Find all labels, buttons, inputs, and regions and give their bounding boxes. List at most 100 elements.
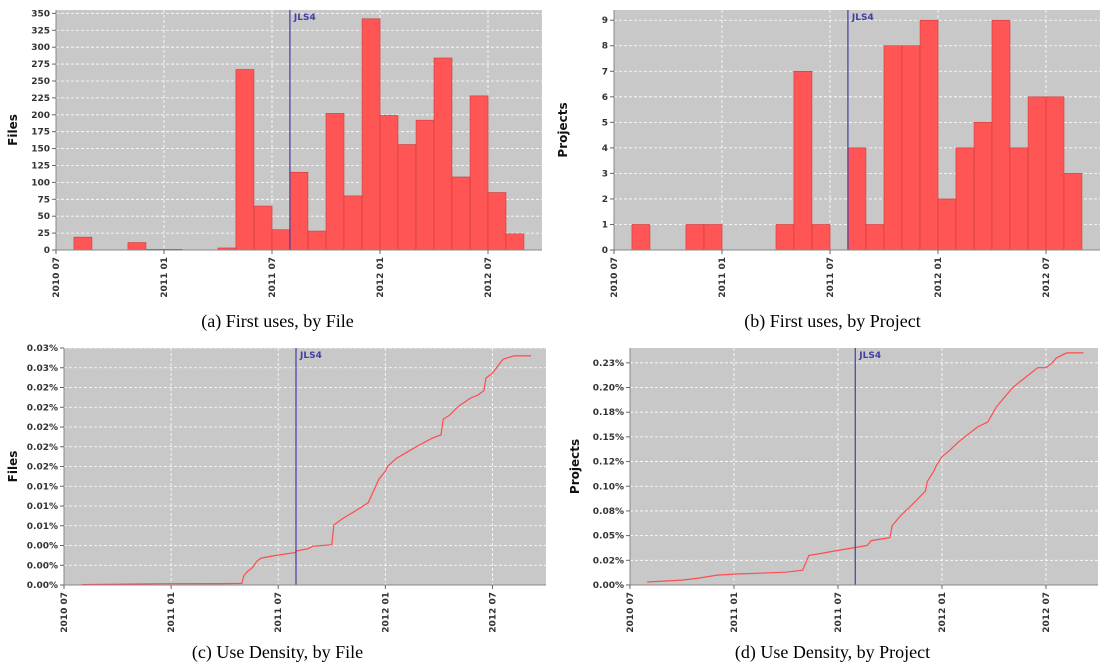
y-tick-label: 0.00%	[27, 542, 58, 552]
y-tick-label: 25	[37, 229, 50, 239]
y-tick-label: 0.03%	[27, 364, 58, 374]
bar	[811, 224, 831, 251]
bar	[379, 115, 399, 251]
y-tick-label: 9	[602, 16, 608, 26]
x-tick-label: 2010 07	[52, 257, 62, 298]
y-tick-label: 3	[602, 169, 608, 179]
bar	[127, 242, 147, 251]
bar	[793, 70, 813, 251]
x-tick-label: 2011 07	[834, 592, 844, 633]
x-tick-label: 2011 01	[160, 257, 170, 298]
x-tick-label: 2012 01	[376, 257, 386, 298]
bar	[901, 45, 921, 251]
y-axis-title: Files	[6, 451, 20, 483]
y-tick-label: 0	[602, 246, 608, 256]
caption-c: (c) Use Density, by File	[191, 642, 364, 662]
x-tick-label: 2012 07	[484, 257, 494, 298]
y-tick-label: 125	[31, 161, 50, 171]
y-tick-label: 0.20%	[593, 384, 624, 394]
y-tick-label: 6	[602, 93, 608, 103]
x-tick-label: 2011 01	[167, 592, 177, 633]
bar	[325, 113, 345, 251]
series-line	[81, 355, 531, 586]
x-tick-label: 2012 07	[488, 592, 498, 633]
bar	[469, 95, 489, 251]
y-tick-label: 0.02%	[27, 384, 58, 394]
marker-label: JLS4	[299, 351, 322, 361]
plot-background	[630, 348, 1098, 585]
bar	[1063, 173, 1083, 251]
y-tick-label: 0.05%	[593, 532, 624, 542]
chart-use-density-by-file: JLS4 0.00% 0.00% 0.00% 0.01% 0.01% 0.01% 0.02% 0…	[6, 344, 546, 633]
bar	[847, 147, 867, 251]
x-tick-label: 2011 07	[268, 257, 278, 298]
bar	[703, 224, 723, 251]
marker-label: JLS4	[293, 13, 316, 23]
bar	[451, 176, 471, 251]
y-tick-label: 50	[37, 212, 50, 222]
bar	[271, 229, 291, 251]
bar	[1045, 96, 1065, 251]
y-tick-label: 225	[31, 94, 50, 104]
y-tick-label: 0.03%	[27, 344, 58, 354]
x-tick-label: 2010 07	[60, 592, 70, 633]
x-tick-label: 2011 07	[826, 257, 836, 298]
x-tick-label: 2012 01	[938, 592, 948, 633]
caption-b: (b) First uses, by Project	[744, 311, 921, 331]
x-tick-label: 2010 07	[610, 257, 620, 298]
chart-first-uses-by-project: JLS4 0 1 2 3 4 5 6 7 8 9 2010 07 2011 01 2011 07 2012 …	[556, 10, 1100, 298]
y-tick-label: 0.00%	[27, 561, 58, 571]
bar	[937, 198, 957, 251]
y-tick-label: 0.01%	[27, 482, 58, 492]
marker-label: JLS4	[851, 13, 874, 23]
y-tick-label: 0.02%	[27, 463, 58, 473]
bar	[955, 147, 975, 251]
marker-label: JLS4	[858, 351, 881, 361]
y-axis-title: Files	[6, 114, 20, 146]
y-tick-label: 0.02%	[27, 423, 58, 433]
y-tick-label: 325	[31, 26, 50, 36]
bar	[631, 224, 651, 251]
y-tick-label: 200	[31, 111, 50, 121]
bar	[1009, 147, 1029, 251]
bar	[919, 19, 939, 251]
chart-use-density-by-project: JLS4 0.00% 0.02% 0.05% 0.08% 0.10% 0.12% 0.15% 0…	[568, 348, 1098, 633]
x-tick-label: 2010 07	[626, 592, 636, 633]
bar	[775, 224, 795, 251]
y-tick-label: 150	[31, 145, 50, 155]
y-tick-label: 4	[602, 144, 608, 154]
y-axis-title: Projects	[568, 439, 582, 494]
figure-b: JLS4 0 1 2 3 4 5 6 7 8 9 2010 07 2011 01 2011 07 2012 …	[555, 0, 1110, 334]
bar	[397, 144, 417, 251]
figure-c: JLS4 0.00% 0.00% 0.00% 0.01% 0.01% 0.01% 0.02% 0…	[0, 340, 555, 668]
y-tick-label: 0.01%	[27, 522, 58, 532]
bar	[289, 171, 309, 251]
chart-first-uses-by-file: JLS4 0 25 50 75 100 125 150 175 200 225 250 275 300 32…	[6, 9, 542, 298]
bar	[865, 224, 885, 251]
y-tick-label: 0.23%	[593, 359, 624, 369]
y-tick-label: 2	[602, 195, 608, 205]
caption-a: (a) First uses, by File	[201, 311, 354, 331]
bar	[433, 57, 453, 251]
y-tick-label: 0.15%	[593, 433, 624, 443]
y-tick-label: 0	[44, 246, 50, 256]
y-tick-label: 250	[31, 77, 50, 87]
x-tick-label: 2012 07	[1042, 257, 1052, 298]
y-axis-title: Projects	[556, 102, 570, 157]
bar	[361, 18, 381, 251]
x-tick-label: 2011 07	[274, 592, 284, 633]
bar	[973, 122, 993, 251]
x-tick-label: 2012 07	[1042, 592, 1052, 633]
series-line	[647, 352, 1084, 583]
bar	[487, 192, 507, 251]
bar	[307, 230, 327, 251]
caption-d: (d) Use Density, by Project	[734, 642, 931, 662]
y-tick-label: 300	[31, 43, 50, 53]
y-tick-label: 0.10%	[593, 482, 624, 492]
figure-d: JLS4 0.00% 0.02% 0.05% 0.08% 0.10% 0.12% 0.15% 0…	[555, 340, 1110, 668]
bar	[685, 224, 705, 251]
bar	[253, 205, 273, 251]
y-tick-label: 8	[602, 42, 608, 52]
y-tick-label: 0.18%	[593, 408, 624, 418]
x-tick-label: 2011 01	[730, 592, 740, 633]
